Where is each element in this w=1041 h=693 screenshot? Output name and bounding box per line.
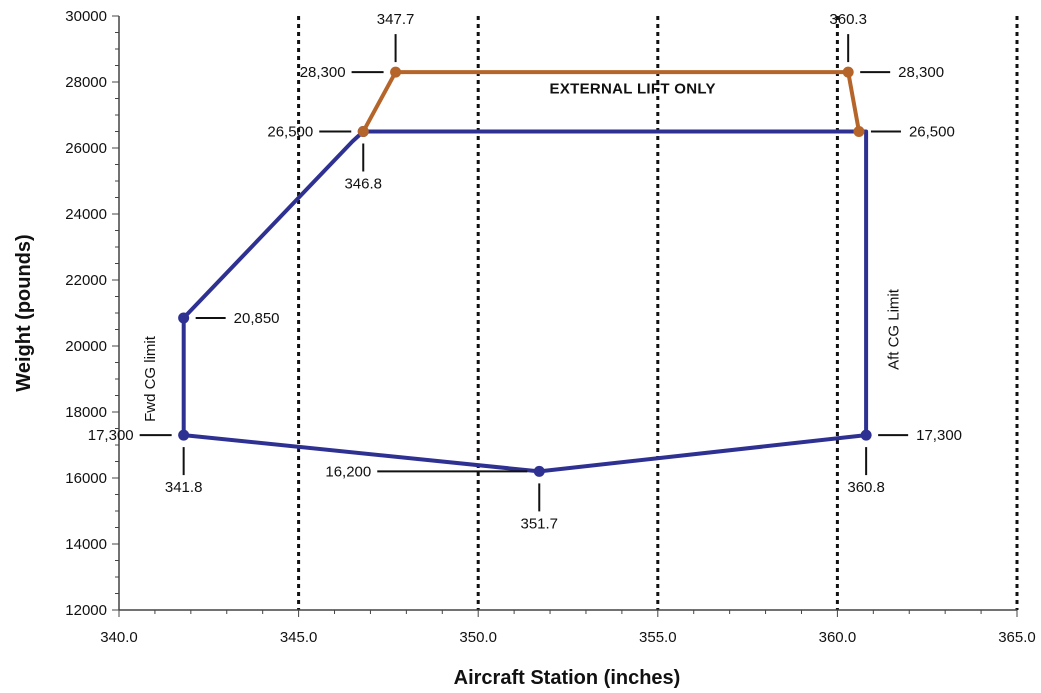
y-tick-label: 28000 — [65, 74, 107, 91]
annotation-label: 341.8 — [165, 479, 203, 496]
annotation-label: 26,500 — [267, 124, 313, 141]
data-point — [178, 429, 190, 441]
y-tick-label: 26000 — [65, 140, 107, 157]
annotations: 347.7 360.3 28,300 28,300 26,500 26,500 346.8 2… — [88, 11, 962, 532]
region-label: Fwd CG limit — [142, 335, 159, 422]
series — [178, 66, 872, 477]
annotation-label: 360.8 — [847, 479, 885, 496]
annotation-label: 28,300 — [898, 64, 944, 81]
x-tick-label: 350.0 — [459, 629, 497, 646]
annotation-label: 26,500 — [909, 124, 955, 141]
x-axis-title: Aircraft Station (inches) — [454, 667, 681, 689]
x-tick-label: 340.0 — [100, 629, 138, 646]
y-tick-label: 16000 — [65, 470, 107, 487]
y-tick-label: 18000 — [65, 404, 107, 421]
x-tick-label: 355.0 — [639, 629, 677, 646]
data-point — [390, 66, 402, 78]
data-point — [860, 429, 872, 441]
data-point — [178, 312, 190, 324]
y-tick-label: 12000 — [65, 602, 107, 619]
y-tick-label: 22000 — [65, 272, 107, 289]
x-tick-label: 365.0 — [998, 629, 1036, 646]
annotation-label: 28,300 — [300, 64, 346, 81]
annotation-label: 17,300 — [88, 427, 134, 444]
annotation-label: 16,200 — [325, 463, 371, 480]
y-axis-title: Weight (pounds) — [13, 234, 35, 391]
x-tick-label: 360.0 — [819, 629, 857, 646]
region-label: EXTERNAL LIFT ONLY — [550, 81, 716, 98]
x-tick-label: 345.0 — [280, 629, 318, 646]
y-tick-label: 24000 — [65, 206, 107, 223]
annotation-label: 351.7 — [520, 515, 558, 532]
annotation-label: 17,300 — [916, 427, 962, 444]
annotation-label: 347.7 — [377, 11, 415, 28]
y-tick-label: 14000 — [65, 536, 107, 553]
annotation-label: 20,850 — [234, 310, 280, 327]
y-tick-label: 20000 — [65, 338, 107, 355]
data-point — [842, 66, 854, 78]
series-line-1 — [181, 129, 869, 474]
data-point — [533, 465, 545, 477]
axes: 12000 14000 16000 18000 20000 22000 24000 26000… — [65, 8, 1035, 646]
annotation-label: 360.3 — [829, 11, 867, 28]
region-label: Aft CG Limit — [885, 288, 902, 370]
data-point — [357, 126, 369, 137]
annotation-label: 346.8 — [344, 176, 382, 193]
y-tick-label: 30000 — [65, 8, 107, 25]
series-line-2 — [361, 70, 861, 134]
labels: EXTERNAL LIFT ONLY Fwd CG limit Aft CG Lim… — [142, 81, 903, 422]
data-point — [853, 126, 865, 137]
gridlines — [297, 16, 1019, 610]
